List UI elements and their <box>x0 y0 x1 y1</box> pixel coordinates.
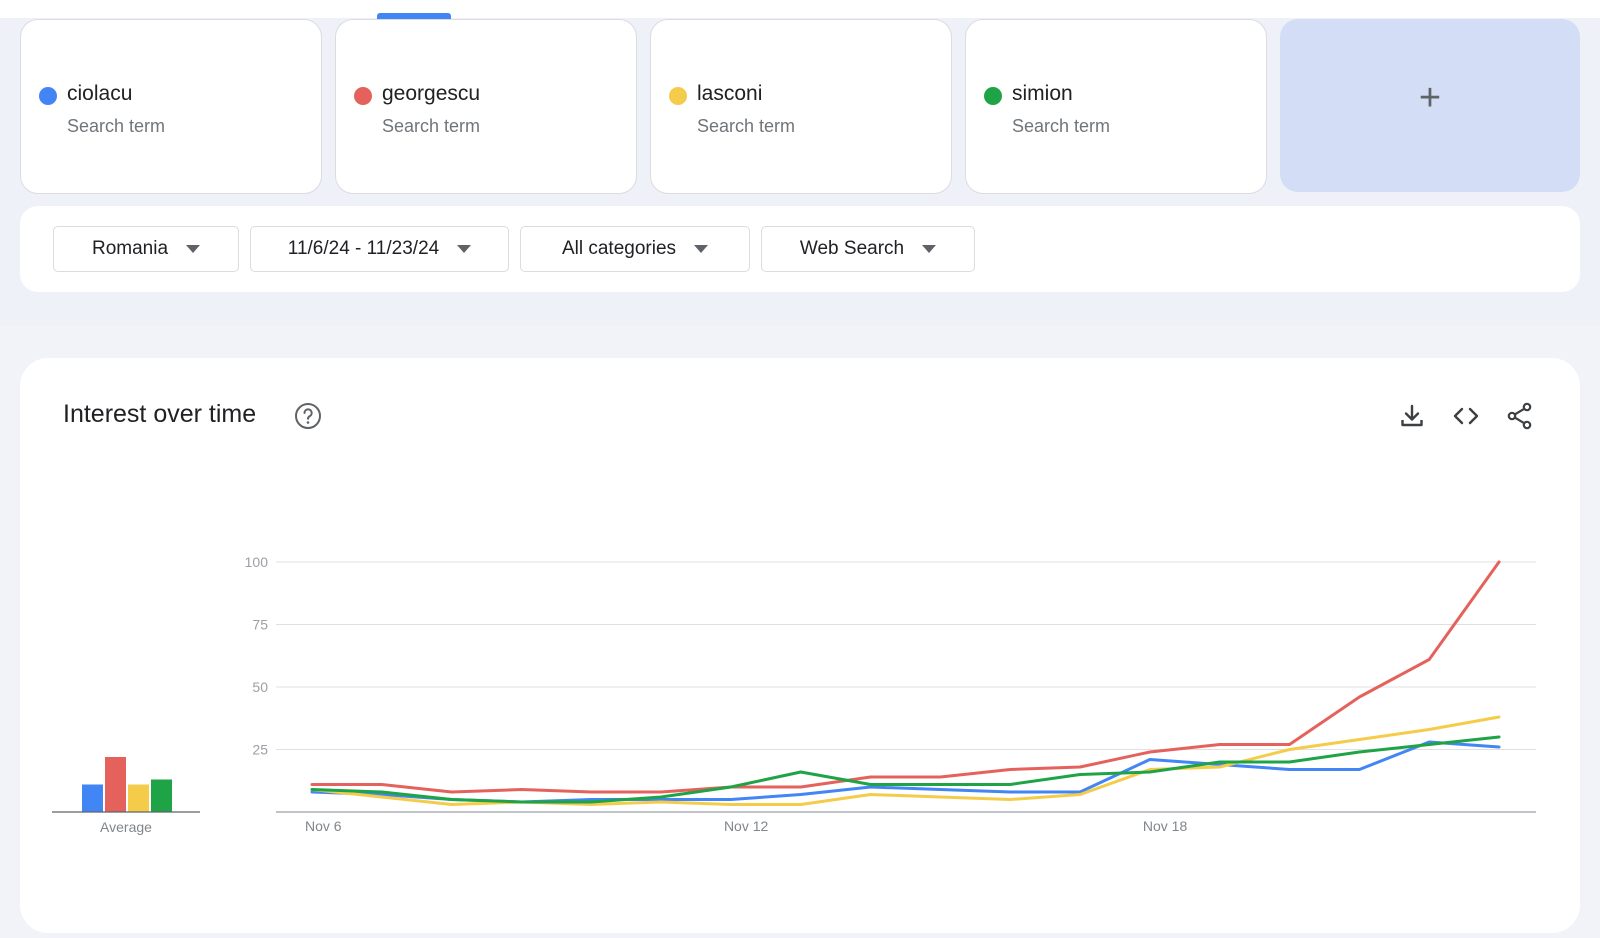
term-name: simion <box>1012 82 1073 105</box>
term-type: Search term <box>67 116 166 136</box>
active-tab-indicator <box>377 13 451 19</box>
average-bar-lasconi <box>128 784 149 812</box>
share-icon[interactable] <box>1506 402 1534 430</box>
download-icon[interactable] <box>1398 402 1426 430</box>
term-color-dot <box>39 87 57 105</box>
x-tick-label: Nov 6 <box>305 818 342 834</box>
caret-down-icon <box>922 245 937 253</box>
embed-icon[interactable] <box>1452 402 1480 430</box>
x-tick-label: Nov 12 <box>724 818 769 834</box>
region-value: Romania <box>91 238 169 259</box>
term-name: georgescu <box>382 82 481 105</box>
caret-down-icon <box>457 245 472 253</box>
term-type: Search term <box>382 116 481 136</box>
term-card-georgescu[interactable]: georgescu Search term <box>335 19 637 194</box>
term-card-simion[interactable]: simion Search term <box>965 19 1267 194</box>
y-tick-label: 25 <box>252 742 268 758</box>
top-strip <box>0 0 1600 18</box>
help-icon[interactable] <box>294 402 322 430</box>
search-type-value: Web Search <box>799 238 905 259</box>
interest-over-time-chart: 25 50 75 100 Nov 6 Nov 12 Nov 18 Average <box>52 554 1536 835</box>
date-range-value: 11/6/24 - 11/23/24 <box>287 238 440 259</box>
chart-title: Interest over time <box>63 400 257 428</box>
term-color-dot <box>984 87 1002 105</box>
series-line-georgescu <box>310 560 1501 794</box>
term-card-ciolacu[interactable]: ciolacu Search term <box>20 19 322 194</box>
term-name: lasconi <box>697 82 763 105</box>
plus-icon: + <box>1418 77 1442 119</box>
term-card-lasconi[interactable]: lasconi Search term <box>650 19 952 194</box>
term-color-dot <box>669 87 687 105</box>
filter-bar: Romania 11/6/24 - 11/23/24 All categorie… <box>20 206 1580 292</box>
y-tick-label: 75 <box>252 617 268 633</box>
average-label: Average <box>100 819 152 835</box>
average-bar-georgescu <box>105 757 126 812</box>
y-tick-label: 50 <box>252 679 268 695</box>
x-tick-label: Nov 18 <box>1143 818 1188 834</box>
series-line-simion <box>310 735 1501 804</box>
interest-over-time-card: Interest over time 25 50 75 100 Nov 6 Nov 12 N… <box>20 358 1580 933</box>
add-term-button[interactable]: + <box>1280 19 1580 192</box>
term-type: Search term <box>697 116 796 136</box>
average-bar-simion <box>151 779 172 812</box>
region-dropdown[interactable]: Romania <box>53 226 239 272</box>
y-tick-label: 100 <box>245 554 269 570</box>
date-range-dropdown[interactable]: 11/6/24 - 11/23/24 <box>250 226 509 272</box>
category-value: All categories <box>561 238 677 259</box>
category-dropdown[interactable]: All categories <box>520 226 750 272</box>
term-type: Search term <box>1012 116 1111 136</box>
average-bar-ciolacu <box>82 784 103 812</box>
search-type-dropdown[interactable]: Web Search <box>761 226 975 272</box>
caret-down-icon <box>186 245 201 253</box>
series-line-ciolacu <box>310 740 1501 804</box>
term-name: ciolacu <box>67 82 133 105</box>
term-color-dot <box>354 87 372 105</box>
caret-down-icon <box>694 245 709 253</box>
